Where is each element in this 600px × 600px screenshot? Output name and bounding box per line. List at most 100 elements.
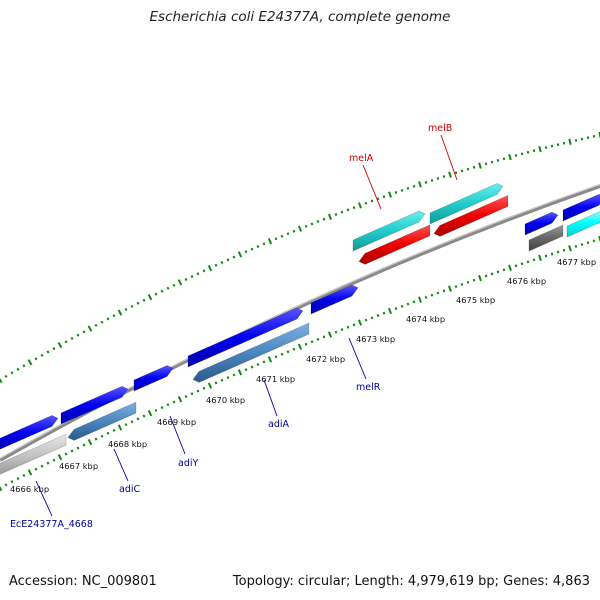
tick-mark xyxy=(406,302,410,306)
tick-mark xyxy=(280,352,284,356)
tick-mark xyxy=(460,282,464,286)
tick-mark xyxy=(154,408,158,412)
leader-line xyxy=(348,337,367,380)
tick-mark xyxy=(226,258,230,262)
tick-mark xyxy=(64,340,68,344)
map-title: Escherichia coli E24377A, complete genom… xyxy=(149,9,451,25)
gene-labels: EcE24377A_4668 adiC adiY adiA melR melA … xyxy=(10,123,452,530)
tick-mark xyxy=(496,158,500,162)
tick-mark xyxy=(190,275,194,279)
tick-mark xyxy=(106,431,110,435)
tick-mark xyxy=(508,153,512,161)
tick-mark xyxy=(322,217,326,221)
tick-mark xyxy=(340,328,344,332)
tick-mark xyxy=(196,272,200,276)
tick-mark xyxy=(382,311,386,315)
tick-mark xyxy=(357,319,363,326)
gene-feature xyxy=(60,385,129,425)
tick-mark xyxy=(100,434,104,438)
tick-mark xyxy=(327,331,333,338)
tick-mark xyxy=(237,251,243,258)
gene-feature xyxy=(0,433,67,475)
gene-feature xyxy=(310,284,359,315)
tick-mark xyxy=(454,171,458,175)
tick-mark xyxy=(136,417,140,421)
tick-mark xyxy=(202,269,206,273)
tick-mark xyxy=(27,359,33,366)
tick-mark xyxy=(304,224,308,228)
gene-feature xyxy=(562,193,600,222)
tick-label: 4668 kbp xyxy=(108,439,147,449)
tick-mark xyxy=(484,274,488,278)
tick-mark xyxy=(304,342,308,346)
tick-mark xyxy=(376,197,380,201)
tick-mark xyxy=(100,320,104,324)
tick-mark xyxy=(352,206,356,210)
tick-mark xyxy=(562,248,566,252)
tick-mark xyxy=(598,235,600,243)
tick-label: 4666 kbp xyxy=(10,484,49,494)
tick-mark xyxy=(267,238,273,245)
tick-mark xyxy=(556,143,560,147)
tick-mark xyxy=(286,350,290,354)
tick-mark xyxy=(220,378,224,382)
leader-line xyxy=(362,164,382,210)
tick-mark xyxy=(207,264,213,272)
leader-line xyxy=(113,448,129,482)
tick-mark xyxy=(172,400,176,404)
leader-line xyxy=(169,415,186,455)
tick-mark xyxy=(177,396,183,403)
tick-mark xyxy=(184,394,188,398)
tick-label: 4673 kbp xyxy=(356,334,395,344)
tick-mark xyxy=(262,242,266,246)
tick-mark xyxy=(196,389,200,393)
tick-mark xyxy=(130,304,134,308)
gene-feature xyxy=(433,194,509,237)
tick-mark xyxy=(574,244,578,248)
tick-mark xyxy=(316,337,320,341)
gene-feature xyxy=(429,183,504,225)
tick-mark xyxy=(520,152,524,156)
tick-mark xyxy=(160,289,164,293)
tick-mark xyxy=(358,202,362,209)
tick-mark xyxy=(244,368,248,372)
tick-mark xyxy=(418,181,422,188)
tick-mark xyxy=(568,138,572,145)
gene-label: EcE24377A_4668 xyxy=(10,519,93,530)
tick-mark xyxy=(76,333,80,337)
tick-mark xyxy=(256,244,260,248)
tick-mark xyxy=(550,252,554,256)
tick-mark xyxy=(262,360,266,364)
tick-mark xyxy=(460,169,464,173)
accession-text: Accession: NC_009801 xyxy=(9,574,157,589)
tick-mark xyxy=(147,294,153,301)
tick-label: 4667 kbp xyxy=(59,461,98,471)
tick-mark xyxy=(40,353,44,357)
tick-mark xyxy=(280,234,284,238)
tick-label: 4671 kbp xyxy=(256,374,295,384)
tick-mark xyxy=(346,325,350,329)
leader-line xyxy=(440,134,458,181)
tick-mark xyxy=(586,241,590,245)
tick-mark xyxy=(87,438,93,446)
tick-mark xyxy=(214,263,218,267)
tick-mark xyxy=(327,213,333,220)
tick-mark xyxy=(352,323,356,327)
tick-mark xyxy=(334,330,338,334)
tick-mark xyxy=(94,323,98,327)
tick-mark xyxy=(117,309,123,316)
tick-mark xyxy=(472,278,476,282)
tick-mark xyxy=(376,314,380,317)
tick-mark xyxy=(22,473,26,477)
tick-mark xyxy=(136,301,140,305)
tick-mark xyxy=(442,289,446,293)
tick-mark xyxy=(364,201,368,205)
tick-label: 4672 kbp xyxy=(306,354,345,364)
tick-mark xyxy=(484,162,488,166)
tick-mark xyxy=(436,177,440,180)
tick-mark xyxy=(22,364,26,368)
tick-mark xyxy=(490,160,494,164)
tick-mark xyxy=(46,350,50,354)
tick-mark xyxy=(580,243,584,246)
tick-mark xyxy=(40,464,44,468)
